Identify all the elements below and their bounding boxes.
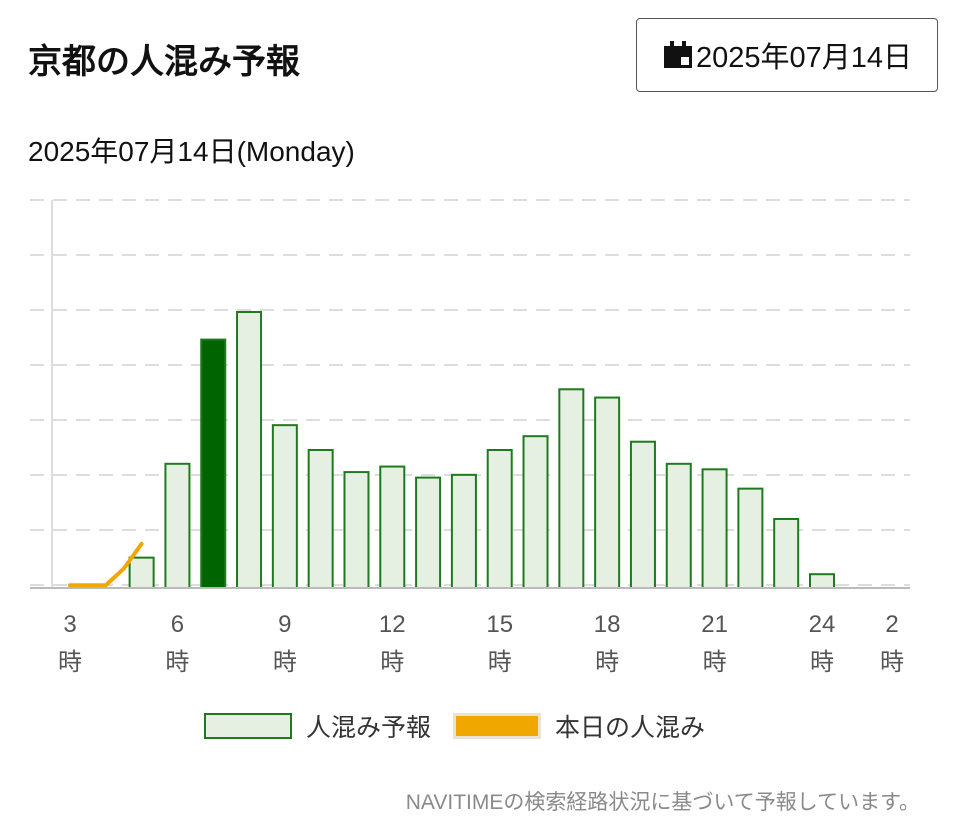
- x-tick-label: 6: [171, 611, 184, 638]
- bar-forecast-12: [379, 465, 406, 589]
- x-tick-label: 9: [278, 611, 291, 638]
- legend-label-today: 本日の人混み: [555, 714, 706, 742]
- legend: 人混み予報 本日の人混み: [204, 708, 705, 744]
- calendar-icon: [663, 41, 692, 68]
- bar-forecast-10: [307, 449, 334, 589]
- page-title: 京都の人混み予報: [28, 42, 300, 82]
- x-tick-unit: 時: [810, 649, 834, 676]
- bar-current-hour-7: [200, 338, 227, 589]
- date-picker-label: 2025年07月14日: [695, 42, 913, 74]
- bar-forecast-24: [809, 573, 835, 590]
- legend-swatch-forecast: [204, 713, 292, 739]
- bar-forecast-23: [773, 518, 800, 589]
- x-tick-unit: 時: [380, 649, 404, 676]
- x-tick-label: 18: [594, 611, 621, 638]
- bar-forecast-20: [665, 462, 692, 589]
- bar-forecast-19: [629, 440, 656, 589]
- footnote: NAVITIMEの検索経路状況に基づいて予報しています。: [405, 791, 920, 814]
- x-tick-unit: 時: [165, 649, 189, 676]
- legend-swatch-today: [453, 713, 542, 739]
- bar-forecast-21: [701, 468, 728, 590]
- crowd-chart: 3 時 6 時 9 時 12 時 15 時 18 時 21 時 24 時 2 時: [30, 199, 910, 676]
- date-label: 2025年07月14日(Monday): [28, 136, 355, 167]
- bar-forecast-22: [737, 487, 764, 590]
- x-tick-label: 2: [885, 611, 898, 638]
- x-tick-label: 21: [701, 611, 728, 638]
- x-tick-label: 15: [486, 611, 513, 638]
- bar-forecast-17: [558, 388, 585, 589]
- x-tick-label: 24: [809, 611, 836, 638]
- x-tick-unit: 時: [488, 649, 512, 676]
- x-tick-unit: 時: [273, 649, 297, 676]
- x-tick-unit: 時: [58, 649, 82, 676]
- x-tick-label: 3: [63, 611, 76, 638]
- legend-label-forecast: 人混み予報: [306, 714, 432, 742]
- bar-forecast-11: [343, 471, 370, 589]
- x-tick-unit: 時: [595, 649, 619, 676]
- bar-forecast-5: [128, 556, 155, 590]
- x-tick-unit: 時: [703, 649, 727, 676]
- bar-forecast-15: [486, 449, 513, 589]
- bar-forecast-14: [450, 473, 477, 589]
- bar-forecast-6: [164, 462, 191, 589]
- date-picker-button[interactable]: 2025年07月14日: [636, 18, 938, 92]
- x-tick-unit: 時: [880, 649, 904, 676]
- bar-forecast-8: [236, 311, 263, 589]
- today-crowd-line: [68, 541, 144, 588]
- x-tick-label: 12: [379, 611, 406, 638]
- bar-forecast-18: [594, 396, 621, 589]
- bar-forecast-9: [271, 424, 298, 589]
- bar-forecast-16: [522, 435, 549, 590]
- bar-forecast-13: [415, 476, 442, 590]
